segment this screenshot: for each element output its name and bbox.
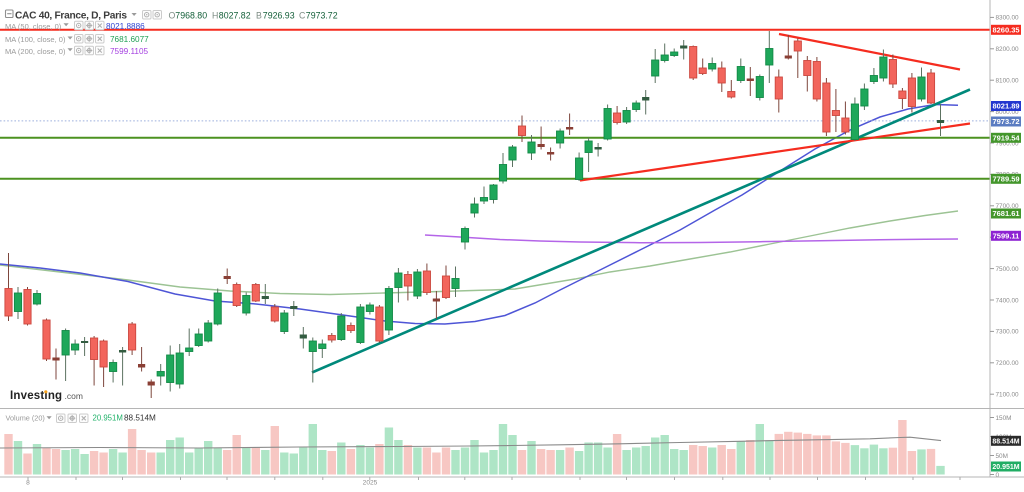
svg-text:50M: 50M (996, 453, 1008, 460)
svg-text:8260.35: 8260.35 (992, 26, 1019, 35)
svg-text:Investıng: Investıng (10, 390, 62, 402)
svg-text:7681.6077: 7681.6077 (110, 35, 149, 44)
svg-text:20.951M: 20.951M (992, 464, 1019, 471)
svg-text:7789.59: 7789.59 (992, 175, 1019, 184)
svg-text:7973.72: 7973.72 (992, 117, 1019, 126)
svg-text:8000.00: 8000.00 (996, 109, 1020, 116)
svg-text:7200.00: 7200.00 (996, 360, 1020, 367)
svg-text:88.514M: 88.514M (124, 413, 156, 422)
svg-text:7900.00: 7900.00 (996, 140, 1020, 147)
svg-text:8021.8886: 8021.8886 (106, 22, 145, 31)
svg-text:Volume (20): Volume (20) (6, 413, 45, 422)
svg-text:7400.00: 7400.00 (996, 297, 1020, 304)
svg-text:7919.54: 7919.54 (992, 134, 1020, 143)
svg-text:B: B (256, 10, 262, 20)
svg-text:MA (50, close, 0): MA (50, close, 0) (5, 22, 62, 31)
svg-text:150M: 150M (996, 415, 1012, 422)
svg-text:7100.00: 7100.00 (996, 392, 1020, 399)
svg-text:.com: .com (65, 391, 83, 401)
svg-text:O: O (169, 10, 176, 20)
svg-text:2025: 2025 (363, 480, 378, 487)
svg-text:7700.00: 7700.00 (996, 203, 1020, 210)
svg-text:20.951M: 20.951M (93, 413, 123, 422)
svg-text:MA (200, close, 0): MA (200, close, 0) (5, 47, 66, 56)
svg-text:C: C (299, 10, 306, 20)
svg-text:8300.00: 8300.00 (996, 15, 1020, 22)
svg-text:7500.00: 7500.00 (996, 266, 1020, 273)
svg-text:7300.00: 7300.00 (996, 329, 1020, 336)
svg-text:8100.00: 8100.00 (996, 78, 1020, 85)
svg-text:8021.89: 8021.89 (992, 102, 1019, 111)
svg-text:7681.61: 7681.61 (992, 209, 1019, 218)
svg-text:0: 0 (996, 472, 1000, 479)
svg-text:8200.00: 8200.00 (996, 46, 1020, 53)
svg-text:7926.93: 7926.93 (263, 10, 295, 20)
svg-text:MA (100, close, 0): MA (100, close, 0) (5, 35, 66, 44)
svg-text:7599.1105: 7599.1105 (110, 47, 149, 56)
svg-text:H: H (212, 10, 218, 20)
svg-text:7973.72: 7973.72 (306, 10, 338, 20)
svg-text:88.514M: 88.514M (992, 439, 1019, 446)
svg-text:CAC 40, France, D, Paris: CAC 40, France, D, Paris (15, 10, 127, 21)
svg-text:8027.82: 8027.82 (219, 10, 251, 20)
svg-text:8: 8 (26, 480, 30, 487)
svg-text:7599.11: 7599.11 (993, 232, 1020, 241)
svg-text:7968.80: 7968.80 (175, 10, 207, 20)
